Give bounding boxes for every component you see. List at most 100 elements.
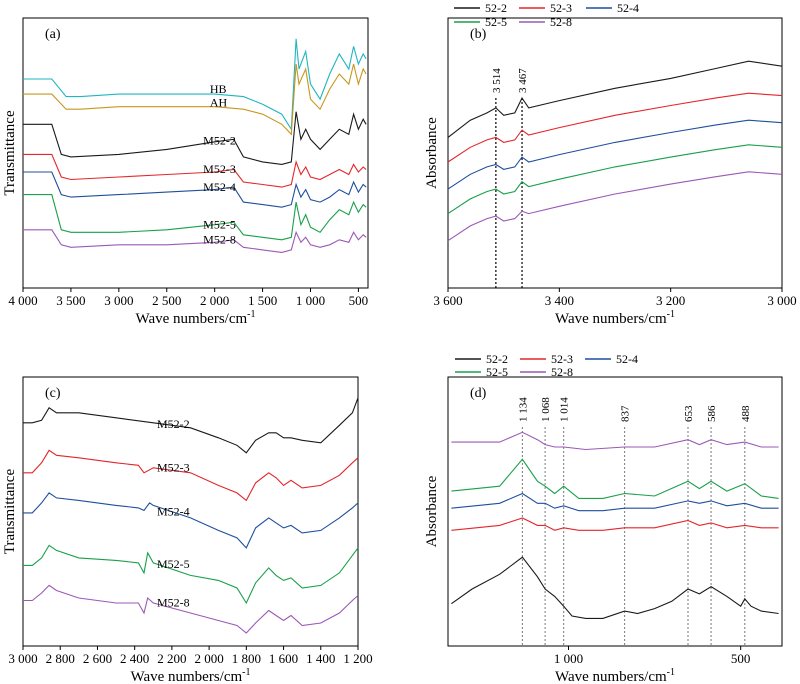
- y-axis-label: Absorbance: [424, 475, 440, 547]
- curve-label: M52-4: [203, 180, 236, 194]
- legend-label: 52-3: [551, 352, 573, 366]
- legend-label: 52-5: [485, 15, 507, 29]
- panel-tag: (b): [470, 27, 487, 42]
- series-line-M52-8: [23, 584, 359, 634]
- x-tick-label: 2 500: [152, 293, 181, 308]
- curve-label: M52-3: [203, 162, 236, 176]
- peak-marker-label: 837: [620, 405, 632, 422]
- y-axis-label: Transmittance: [2, 110, 18, 196]
- legend-label: 52-2: [486, 352, 508, 366]
- x-tick-label: 3 000: [8, 651, 37, 666]
- peak-marker-label: 3 467: [517, 68, 529, 93]
- series-line-AH: [23, 63, 367, 136]
- plot-frame: [22, 376, 359, 647]
- x-tick-label: 2 000: [200, 293, 229, 308]
- series-line-M52-5: [23, 194, 367, 241]
- x-axis-label-superscript: -1: [667, 309, 675, 320]
- x-tick-label: 3 000: [104, 293, 133, 308]
- series-line-52-2: [451, 556, 779, 619]
- curve-label: M52-2: [203, 133, 236, 147]
- curve-label: HB: [210, 82, 227, 96]
- x-axis-label-superscript: -1: [242, 667, 250, 678]
- peak-marker-label: 1 134: [517, 397, 529, 422]
- curve-label: M52-2: [157, 417, 190, 431]
- curve-label: M52-5: [157, 557, 190, 571]
- x-axis-label: Wave numbers/cm-1: [555, 309, 675, 327]
- panel-tag: (a): [45, 27, 61, 42]
- curve-label: M52-4: [157, 504, 190, 518]
- x-tick-label: 1 600: [269, 651, 298, 666]
- series-line-52-8: [447, 171, 783, 242]
- x-tick-label: 3 500: [56, 293, 85, 308]
- panel-d: 1 000 500 Wave numbers/cm-1 Absorbance (d) 1 …: [424, 352, 783, 684]
- x-tick-label: 1 000: [296, 293, 325, 308]
- x-tick-label: 1 800: [232, 651, 261, 666]
- curve-label: M52-8: [157, 596, 190, 610]
- legend-label: 52-3: [550, 1, 572, 15]
- x-tick-label: 1 200: [343, 651, 372, 666]
- x-tick-label: 3 200: [656, 293, 685, 308]
- series-line-52-2: [447, 60, 783, 138]
- x-tick-label: 2 000: [194, 651, 223, 666]
- peak-marker-label: 1 014: [559, 397, 571, 422]
- curve-label: AH: [210, 96, 228, 110]
- x-tick-label: 500: [731, 651, 751, 666]
- series-line-M52-4: [23, 171, 367, 208]
- curve-label: M52-5: [203, 218, 236, 232]
- series-line-M52-2: [23, 397, 359, 454]
- x-tick-label: 3 400: [545, 293, 574, 308]
- x-tick-label: 2 400: [120, 651, 149, 666]
- x-axis-label-superscript: -1: [247, 309, 255, 320]
- x-tick-label: 2 200: [157, 651, 186, 666]
- x-tick-label: 2 600: [83, 651, 112, 666]
- x-tick-label: 3 600: [433, 293, 462, 308]
- x-axis-label: Wave numbers/cm-1: [135, 309, 255, 327]
- curve-label: M52-8: [203, 233, 236, 247]
- peak-marker-label: 3 514: [491, 68, 503, 93]
- series-line-M52-2: [23, 111, 367, 165]
- series-line-52-4: [447, 119, 783, 190]
- series-line-M52-3: [23, 449, 359, 502]
- x-tick-label: 500: [349, 293, 369, 308]
- x-tick-label: 1 000: [554, 651, 583, 666]
- series-line-HB: [23, 38, 367, 132]
- peak-marker-label: 653: [683, 405, 695, 422]
- x-axis-label: Wave numbers/cm-1: [130, 667, 250, 684]
- peak-marker-label: 586: [706, 405, 718, 422]
- x-axis-label: Wave numbers/cm-1: [555, 667, 675, 684]
- series-line-M52-8: [23, 229, 367, 253]
- series-line-52-5: [451, 458, 779, 499]
- legend-label: 52-4: [617, 1, 639, 15]
- plot-frame: [447, 17, 783, 289]
- legend-label: 52-2: [485, 1, 507, 15]
- panel-a: 4 000 3 500 3 000 2 500 2 000 1 500 1 000 500 Wa…: [2, 17, 369, 327]
- x-tick-label: 3 000: [767, 293, 796, 308]
- legend-label: 52-8: [551, 365, 573, 379]
- series-line-52-3: [447, 92, 783, 163]
- x-tick-label: 1 500: [248, 293, 277, 308]
- series-line-52-3: [451, 517, 779, 531]
- peak-marker-label: 488: [740, 405, 752, 422]
- y-axis-label: Absorbance: [424, 117, 440, 189]
- series-line-52-8: [451, 431, 779, 451]
- series-line-M52-4: [23, 492, 359, 549]
- plot-frame: [22, 17, 369, 289]
- panel-b: 3 600 3 400 3 200 3 000 Wave numbers/cm-1 Abs…: [424, 1, 797, 327]
- series-line-M52-3: [23, 153, 367, 188]
- y-axis-label: Transmittance: [2, 469, 18, 555]
- series-line-52-4: [451, 492, 779, 512]
- series-line-M52-5: [23, 544, 359, 605]
- panel-tag: (d): [470, 386, 487, 401]
- series-line-52-5: [447, 144, 783, 215]
- legend-label: 52-4: [616, 352, 638, 366]
- x-tick-label: 4 000: [8, 293, 37, 308]
- legend-label: 52-5: [486, 365, 508, 379]
- x-axis-label-superscript: -1: [667, 667, 675, 678]
- plot-frame: [447, 376, 783, 647]
- x-tick-label: 1 400: [306, 651, 335, 666]
- legend-label: 52-8: [550, 15, 572, 29]
- panel-tag: (c): [45, 386, 61, 401]
- panel-c: 3 000 2 800 2 600 2 400 2 200 2 000 1 800 1 600…: [2, 376, 373, 684]
- x-tick-label: 2 800: [46, 651, 75, 666]
